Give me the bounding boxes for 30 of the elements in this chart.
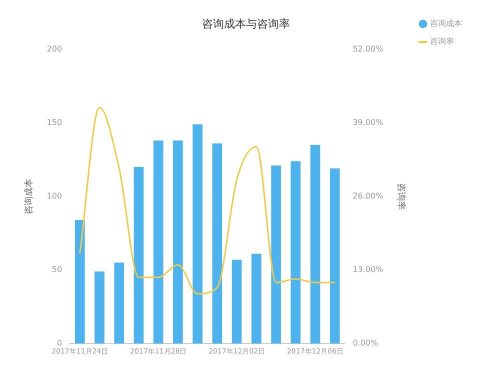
legend-label: 咨询成本 xyxy=(430,19,462,28)
y2-tick-label: 0.00% xyxy=(352,338,379,348)
bar xyxy=(252,254,262,344)
bar xyxy=(114,262,124,344)
bar xyxy=(134,166,144,344)
y-tick-label: 200 xyxy=(46,44,62,54)
line-series xyxy=(79,106,336,295)
y-tick-label: 100 xyxy=(46,191,62,200)
y2-tick-label: 13.00% xyxy=(352,265,384,274)
bar xyxy=(74,220,85,344)
bar xyxy=(94,271,104,344)
y2-tick-label: 26.00% xyxy=(352,191,384,200)
y-tick-label: 150 xyxy=(46,118,62,127)
legend-label: 咨询率 xyxy=(430,37,454,46)
y-tick-label: 50 xyxy=(52,265,62,274)
bar xyxy=(212,143,222,344)
chart-title: 咨询成本与咨询率 xyxy=(202,17,290,30)
y-tick-label: 0 xyxy=(56,338,62,348)
bar xyxy=(330,168,340,344)
bar xyxy=(192,124,202,344)
y2-tick-label: 52.00% xyxy=(352,44,384,54)
bar xyxy=(232,260,242,344)
bar xyxy=(173,140,183,344)
y2-axis-title: 咨询率 xyxy=(395,182,406,210)
bar xyxy=(271,165,281,344)
y-axis-title: 咨询成本 xyxy=(24,178,35,214)
bar xyxy=(290,161,301,344)
y2-tick-label: 39.00% xyxy=(352,118,384,127)
bar xyxy=(310,144,320,344)
bar xyxy=(153,140,164,344)
